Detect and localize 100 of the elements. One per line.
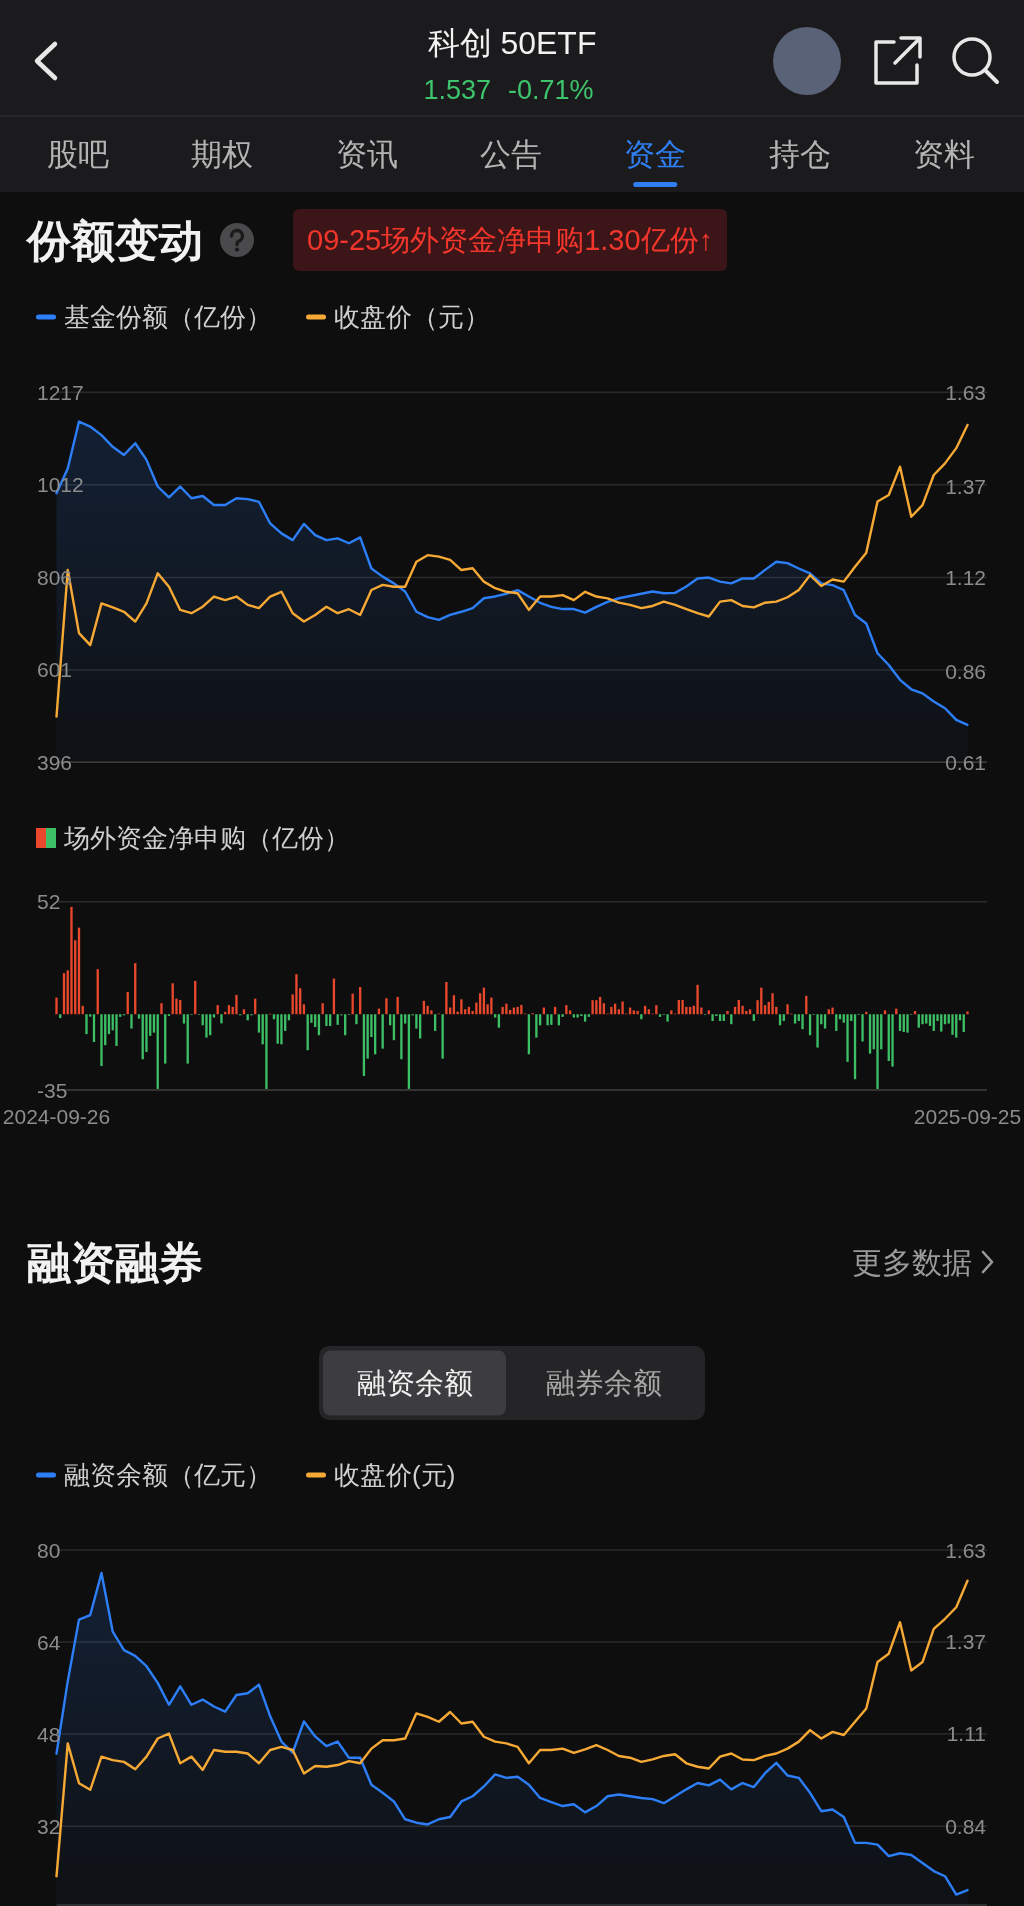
bar bbox=[520, 1004, 523, 1015]
bar bbox=[426, 1005, 429, 1015]
y-tick-label: 80 bbox=[37, 1538, 61, 1562]
bar bbox=[235, 994, 238, 1015]
bar bbox=[385, 998, 388, 1015]
bar bbox=[490, 997, 493, 1015]
bar bbox=[550, 1014, 553, 1025]
bar bbox=[587, 1014, 591, 1017]
y2-tick-label: 0.84 bbox=[945, 1814, 987, 1838]
text: 公告 bbox=[479, 136, 542, 172]
y-tick-label: 396 bbox=[37, 750, 73, 774]
bar bbox=[726, 1011, 729, 1015]
bar bbox=[831, 1007, 834, 1015]
bar bbox=[137, 1014, 141, 1019]
bar bbox=[130, 1014, 133, 1029]
bar bbox=[966, 1011, 969, 1015]
bar bbox=[576, 1014, 579, 1018]
text: 持仓 bbox=[768, 136, 831, 172]
bar bbox=[160, 1003, 163, 1015]
bar bbox=[876, 1014, 879, 1089]
text: 期权 bbox=[191, 136, 254, 172]
bar bbox=[846, 1014, 849, 1062]
bar bbox=[793, 1014, 797, 1024]
text: 融资余额 bbox=[356, 1367, 473, 1399]
text: -0.71% bbox=[508, 75, 594, 105]
bar bbox=[493, 1014, 497, 1018]
text: 科创 50ETF bbox=[427, 25, 597, 61]
bar bbox=[801, 1014, 804, 1030]
bar bbox=[917, 1014, 920, 1028]
bar bbox=[212, 1014, 216, 1018]
bar bbox=[816, 1014, 819, 1048]
bar bbox=[595, 1000, 598, 1015]
legend-label: 场外资金净申购（亿份） bbox=[63, 823, 350, 853]
bar bbox=[711, 1014, 714, 1021]
y-tick-label: 52 bbox=[37, 890, 61, 914]
bar bbox=[640, 1014, 643, 1020]
bar bbox=[591, 1000, 594, 1015]
bar bbox=[501, 1006, 504, 1015]
bar bbox=[610, 1006, 613, 1015]
bar bbox=[823, 1014, 827, 1029]
bar bbox=[355, 1014, 358, 1025]
bar bbox=[100, 1014, 103, 1066]
bar bbox=[771, 993, 774, 1015]
text: 资金 bbox=[624, 136, 687, 172]
bar bbox=[572, 1014, 576, 1018]
bar bbox=[940, 1014, 943, 1032]
bar bbox=[951, 1014, 954, 1035]
bar bbox=[55, 997, 58, 1015]
bar bbox=[906, 1014, 909, 1033]
bar bbox=[786, 1004, 789, 1015]
bar bbox=[658, 1014, 662, 1017]
text: 资料 bbox=[912, 136, 975, 172]
bar bbox=[396, 996, 399, 1015]
bar bbox=[621, 1001, 624, 1015]
bar bbox=[445, 982, 448, 1015]
bar bbox=[295, 974, 298, 1015]
bar bbox=[546, 1014, 549, 1026]
legend-label: 收盘价（元） bbox=[334, 302, 490, 332]
bar bbox=[925, 1014, 928, 1024]
y-tick-label: 64 bbox=[37, 1630, 61, 1654]
x-tick-label: 2025-09-25 bbox=[913, 1104, 1022, 1128]
bar bbox=[583, 1014, 587, 1022]
legend-label: 收盘价(元) bbox=[334, 1460, 456, 1490]
bar bbox=[441, 1014, 444, 1059]
bar bbox=[891, 1014, 894, 1067]
bar bbox=[115, 1014, 118, 1046]
y2-tick-label: 1.63 bbox=[945, 380, 986, 404]
bar bbox=[400, 1014, 403, 1060]
text: 1.537 bbox=[423, 75, 491, 105]
bar bbox=[85, 1014, 88, 1035]
text: 股吧 bbox=[47, 136, 109, 172]
text: 资讯 bbox=[335, 136, 398, 172]
y2-tick-label: 1.11 bbox=[946, 1722, 986, 1746]
bar bbox=[565, 1005, 568, 1015]
legend-label: 融资余额（亿元） bbox=[64, 1460, 272, 1490]
bar bbox=[325, 1014, 328, 1026]
y-tick-label: -35 bbox=[37, 1078, 68, 1102]
y2-tick-label: 1.63 bbox=[945, 1539, 986, 1563]
bar bbox=[696, 984, 699, 1015]
y-tick-label: 1217 bbox=[37, 380, 84, 404]
bar bbox=[205, 1014, 208, 1038]
x-tick-label: 2024-09-26 bbox=[2, 1104, 111, 1128]
bar bbox=[460, 999, 463, 1015]
bar bbox=[182, 1014, 186, 1024]
text: 更多数据 bbox=[852, 1245, 972, 1279]
text: 09-25场外资金净申购1.30亿份↑ bbox=[307, 224, 714, 256]
bar bbox=[280, 1014, 283, 1045]
bar bbox=[265, 1014, 268, 1089]
y2-tick-label: 0.61 bbox=[945, 750, 986, 774]
bar bbox=[505, 1003, 508, 1015]
bar bbox=[220, 1014, 223, 1024]
legend-label: 基金份额（亿份） bbox=[64, 302, 272, 332]
bar bbox=[430, 1010, 433, 1015]
y2-tick-label: 0.86 bbox=[945, 660, 986, 684]
bar bbox=[921, 1014, 924, 1025]
bar bbox=[681, 999, 684, 1015]
chart-title: 份额变动 bbox=[25, 215, 203, 265]
chart-title: 融资融券 bbox=[27, 1237, 203, 1287]
bar bbox=[516, 1006, 519, 1015]
y2-tick-label: 1.37 bbox=[945, 1629, 986, 1653]
